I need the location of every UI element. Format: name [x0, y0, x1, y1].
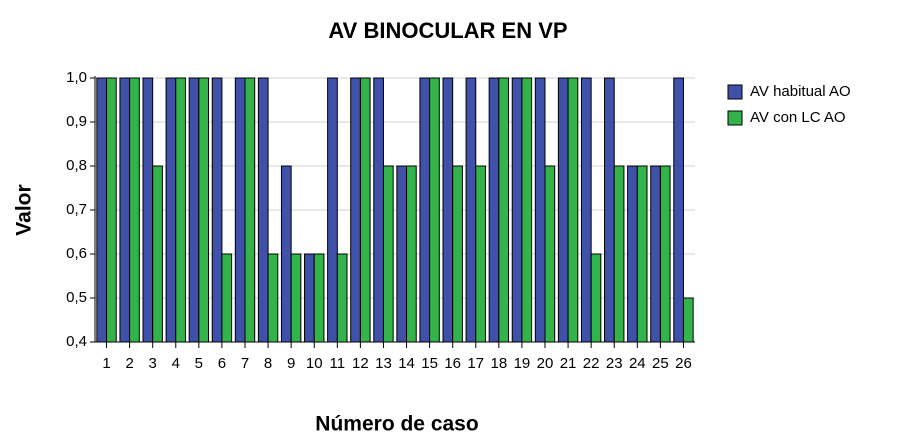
bar	[650, 165, 661, 343]
bar	[382, 165, 394, 343]
bar	[267, 253, 279, 343]
bar	[350, 77, 361, 343]
bar	[465, 77, 477, 343]
legend-label: AV habitual AO	[750, 83, 851, 100]
x-tick-label: 25	[652, 355, 669, 372]
bar	[211, 77, 223, 343]
bar	[373, 77, 384, 343]
bar	[336, 253, 348, 343]
x-axis-label: Número de caso	[315, 413, 478, 436]
x-tick-label: 13	[375, 355, 392, 372]
legend-swatch	[727, 110, 743, 126]
bar	[188, 77, 200, 343]
bar	[659, 165, 671, 343]
legend-label: AV con LC AO	[750, 109, 846, 126]
bar	[613, 165, 625, 343]
x-tick-label: 12	[352, 355, 369, 372]
bar	[673, 77, 684, 343]
bar	[567, 77, 579, 343]
x-tick-label: 9	[287, 355, 295, 372]
bar	[327, 77, 338, 343]
bar	[627, 165, 638, 343]
bar	[452, 165, 463, 343]
bar	[304, 253, 315, 343]
bar	[280, 165, 292, 343]
bar	[406, 165, 417, 343]
bar	[534, 77, 546, 343]
x-tick-label: 22	[583, 355, 600, 372]
x-tick-label: 24	[629, 355, 646, 372]
bar	[511, 77, 523, 343]
bar	[590, 253, 602, 343]
x-tick-label: 20	[537, 355, 554, 372]
bar	[429, 77, 440, 343]
bar	[234, 77, 246, 343]
y-tick-label: 0,9	[66, 113, 87, 130]
x-tick-label: 7	[241, 355, 249, 372]
chart-title: AV BINOCULAR EN VP	[328, 18, 567, 43]
x-tick-label: 8	[264, 355, 272, 372]
bar	[396, 165, 408, 343]
bar	[442, 77, 454, 343]
x-tick-label: 21	[560, 355, 577, 372]
bar	[257, 77, 269, 343]
bar	[419, 77, 431, 343]
y-tick-label: 0,5	[66, 289, 87, 306]
bar	[198, 77, 210, 343]
bar	[244, 77, 256, 343]
x-tick-label: 19	[514, 355, 531, 372]
y-tick-label: 0,8	[66, 157, 87, 174]
bar	[557, 77, 569, 343]
x-tick-label: 18	[491, 355, 508, 372]
bar	[498, 77, 510, 343]
bar	[96, 77, 108, 343]
x-tick-label: 1	[102, 355, 110, 372]
x-tick-label: 15	[421, 355, 438, 372]
x-tick-label: 10	[306, 355, 323, 372]
bar	[682, 297, 694, 343]
y-axis-label: Valor	[13, 184, 36, 235]
x-tick-label: 2	[125, 355, 133, 372]
bar	[313, 253, 325, 343]
y-tick-label: 0,4	[66, 333, 87, 350]
bar	[359, 77, 371, 343]
bar	[580, 77, 592, 343]
bar	[544, 165, 556, 343]
x-tick-label: 14	[398, 355, 415, 372]
y-tick-label: 1,0	[66, 69, 87, 86]
bar	[221, 253, 233, 343]
x-tick-label: 3	[149, 355, 157, 372]
bar	[475, 165, 486, 343]
bar	[521, 77, 533, 343]
y-tick-label: 0,6	[66, 245, 87, 262]
bar	[119, 77, 131, 343]
y-tick-label: 0,7	[66, 201, 87, 218]
x-tick-label: 16	[444, 355, 461, 372]
x-tick-label: 5	[195, 355, 203, 372]
x-tick-label: 26	[675, 355, 692, 372]
bar	[165, 77, 177, 343]
bar	[152, 165, 163, 343]
x-tick-label: 4	[172, 355, 180, 372]
x-tick-label: 6	[218, 355, 226, 372]
x-tick-label: 23	[606, 355, 623, 372]
bar	[488, 77, 500, 343]
bar	[106, 77, 117, 343]
bar	[290, 253, 302, 343]
x-tick-label: 11	[330, 355, 346, 372]
bar	[129, 77, 140, 343]
bar	[636, 165, 648, 343]
x-tick-label: 17	[467, 355, 484, 372]
bar	[604, 77, 615, 343]
legend-swatch	[727, 84, 743, 100]
bar	[175, 77, 186, 343]
bar	[142, 77, 154, 343]
